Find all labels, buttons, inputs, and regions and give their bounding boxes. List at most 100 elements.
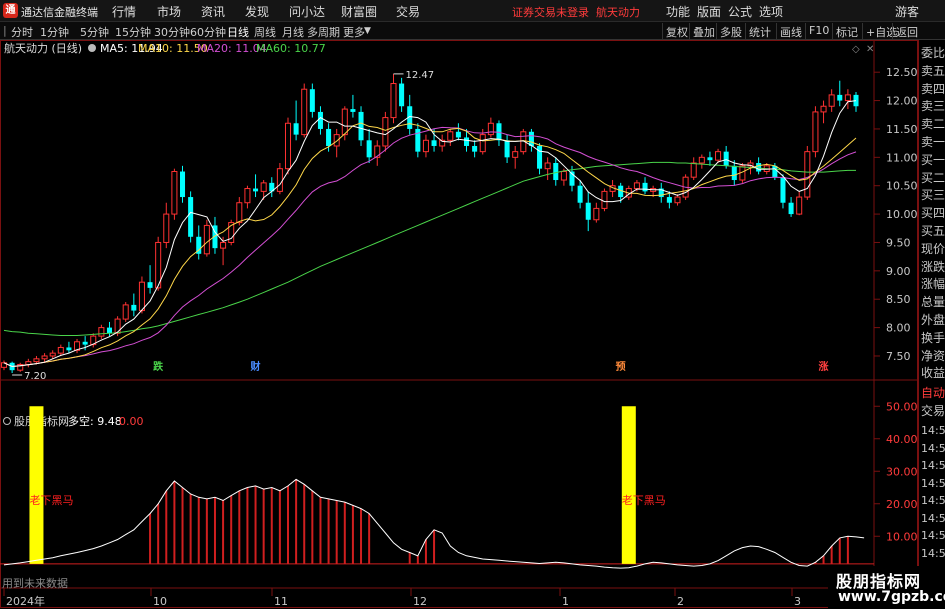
button-f10[interactable]: F10 [805, 23, 832, 39]
menu-zixun[interactable]: 资讯 [201, 5, 226, 19]
candlestick[interactable] [658, 182, 664, 203]
signal-bar[interactable] [29, 406, 44, 564]
candlestick[interactable] [276, 163, 283, 195]
candlestick[interactable] [196, 225, 202, 260]
candlestick[interactable] [666, 191, 672, 209]
candlestick[interactable] [366, 128, 372, 163]
candlestick[interactable] [447, 128, 454, 146]
candlestick[interactable] [537, 143, 543, 175]
candlestick[interactable] [74, 338, 81, 354]
tab-more[interactable]: 更多 [343, 26, 365, 39]
candlestick[interactable] [179, 165, 186, 203]
tab-daily[interactable]: 日线 [227, 26, 249, 39]
candlestick[interactable] [487, 117, 494, 138]
menu-gongneng[interactable]: 功能 [666, 5, 691, 19]
candlestick[interactable] [796, 191, 803, 216]
button-biaoji[interactable]: 标记 [832, 23, 861, 39]
candlestick[interactable] [203, 219, 210, 257]
candlestick[interactable] [828, 89, 835, 112]
candlestick[interactable] [260, 180, 267, 200]
tab-weekly[interactable]: 周线 [254, 26, 276, 39]
menu-xuanxiang[interactable]: 选项 [759, 5, 784, 19]
candlestick[interactable] [431, 128, 437, 152]
candlestick[interactable] [837, 80, 843, 107]
button-tongji[interactable]: 统计 [745, 23, 774, 39]
candlestick[interactable] [853, 92, 859, 112]
chart-canvas[interactable]: 航天动力 (日线) MA5: 11.94 MA10: 11.50 MA20: 1… [0, 40, 918, 609]
candlestick[interactable] [731, 160, 737, 186]
candlestick[interactable] [618, 182, 624, 203]
candlestick[interactable] [228, 219, 235, 246]
candlestick[interactable] [244, 185, 251, 209]
candlestick[interactable] [106, 321, 113, 337]
candlestick[interactable] [715, 148, 722, 163]
candlestick[interactable] [147, 265, 153, 294]
candlestick[interactable] [504, 134, 510, 163]
candlestick[interactable] [812, 106, 819, 158]
event-marker[interactable]: 财 [250, 360, 261, 373]
candlestick[interactable] [723, 145, 729, 169]
candlestick[interactable] [422, 134, 429, 158]
candlestick[interactable] [439, 134, 446, 152]
candlestick[interactable] [690, 157, 697, 181]
menu-hangqing[interactable]: 行情 [112, 5, 137, 19]
button-return[interactable]: 返回 [892, 23, 921, 39]
candlestick[interactable] [820, 100, 827, 124]
login-status[interactable]: 证券交易未登录 航天动力 [512, 6, 640, 19]
candlestick[interactable] [309, 83, 315, 118]
indicator-settings-icon[interactable] [3, 417, 11, 425]
trade-button[interactable]: 交易 [921, 404, 945, 418]
candlestick[interactable] [577, 180, 583, 209]
event-marker[interactable]: 跌 [153, 360, 164, 373]
candlestick[interactable] [284, 117, 292, 175]
close-panel-icon[interactable]: ✕ [866, 44, 874, 55]
candlestick[interactable] [415, 123, 421, 158]
tab-1min[interactable]: 1分钟 [40, 26, 69, 39]
candlestick[interactable] [269, 177, 275, 198]
candlestick[interactable] [374, 140, 381, 166]
candlestick[interactable] [317, 106, 323, 135]
candlestick[interactable] [472, 140, 478, 158]
tab-multi-period[interactable]: 多周期 [307, 26, 340, 39]
candlestick[interactable] [41, 353, 48, 362]
tab-30min[interactable]: 30分钟 [154, 26, 190, 39]
candlestick[interactable] [9, 361, 15, 373]
candlestick[interactable] [520, 128, 527, 155]
candlestick[interactable] [33, 355, 40, 365]
candlestick[interactable] [98, 324, 105, 339]
menu-shichang[interactable]: 市场 [157, 5, 182, 19]
tab-fenshi[interactable]: 分时 [11, 26, 33, 39]
candlestick[interactable] [66, 341, 72, 354]
button-add-favorite[interactable]: +自选 [862, 23, 900, 39]
button-huaxian[interactable]: 画线 [776, 23, 805, 39]
candlestick[interactable] [253, 174, 259, 198]
candlestick[interactable] [399, 77, 405, 112]
menu-gongshi[interactable]: 公式 [728, 5, 753, 19]
diamond-icon[interactable]: ◇ [852, 44, 860, 55]
candlestick[interactable] [560, 168, 567, 186]
candlestick[interactable] [171, 168, 178, 220]
candlestick[interactable] [341, 106, 348, 141]
menu-banmian[interactable]: 版面 [697, 5, 722, 19]
button-fuquan[interactable]: 复权 [662, 23, 691, 39]
tab-monthly[interactable]: 月线 [282, 26, 304, 39]
button-duogu[interactable]: 多股 [716, 23, 745, 39]
event-marker[interactable]: 涨 [819, 360, 829, 373]
signal-bar[interactable] [621, 406, 636, 564]
candlestick[interactable] [593, 202, 600, 223]
menu-jiaoyi[interactable]: 交易 [396, 5, 421, 19]
candlestick[interactable] [601, 188, 608, 212]
settings-circle-icon[interactable] [88, 44, 96, 52]
candlestick[interactable] [301, 83, 308, 138]
menu-caifuquan[interactable]: 财富圈 [341, 5, 378, 19]
more-dropdown-icon[interactable]: ▼ [364, 26, 371, 36]
candlestick[interactable] [350, 94, 356, 118]
candlestick[interactable] [382, 111, 389, 152]
candlestick[interactable] [333, 128, 340, 158]
candlestick[interactable] [698, 154, 705, 169]
menu-faxian[interactable]: 发现 [245, 5, 270, 19]
candlestick[interactable] [49, 350, 56, 359]
candlestick[interactable] [293, 100, 299, 141]
candlestick[interactable] [390, 73, 397, 124]
candlestick[interactable] [788, 197, 794, 217]
